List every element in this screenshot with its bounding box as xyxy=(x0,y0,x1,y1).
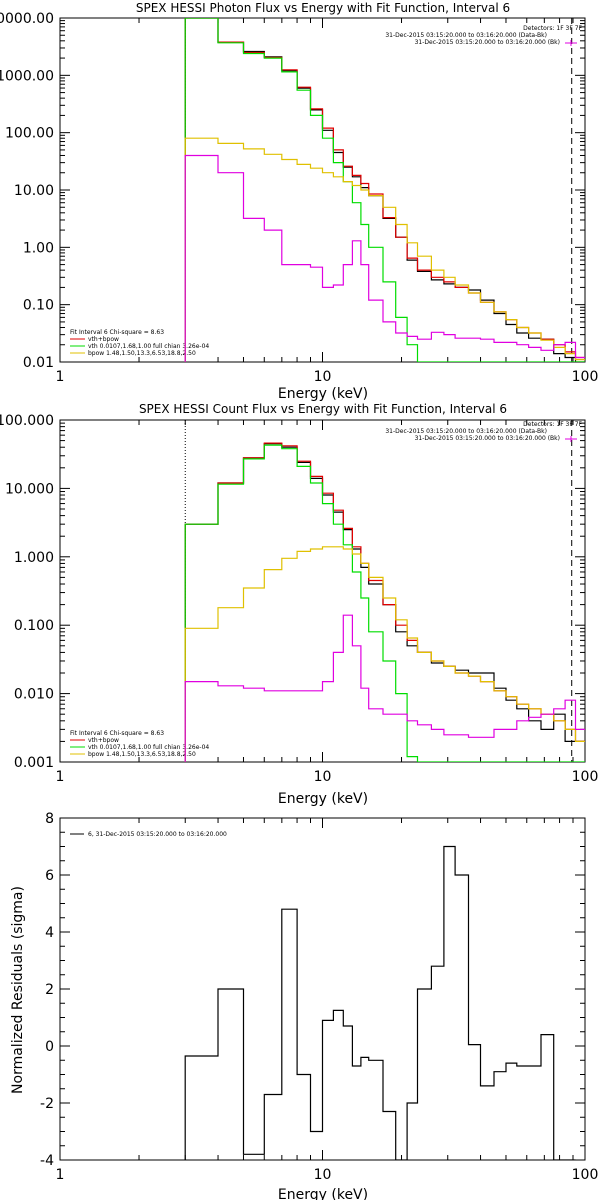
count-flux-title: SPEX HESSI Count Flux vs Energy with Fit… xyxy=(139,402,507,416)
y-tick-label: 100.000 xyxy=(0,413,54,429)
x-tick-label: 100 xyxy=(572,369,599,385)
y-tick-label: -2 xyxy=(40,1096,54,1112)
y-tick-label: 0.010 xyxy=(14,687,54,703)
y-tick-label: 1000.00 xyxy=(0,68,54,84)
y-tick-label: 100.00 xyxy=(5,126,54,142)
y-tick-label: 1.000 xyxy=(14,550,54,566)
x-tick-label: 10 xyxy=(314,369,332,385)
count-flux-panel: SPEX HESSI Count Flux vs Energy with Fit… xyxy=(0,402,598,807)
series-vth-bpow xyxy=(184,18,585,362)
y-tick-label: 0 xyxy=(45,1039,54,1055)
residuals-xlabel: Energy (keV) xyxy=(278,1187,368,1200)
y-tick-label: 0.001 xyxy=(14,755,54,771)
series-bk xyxy=(184,154,585,362)
photon-info-bk: 31-Dec-2015 03:15:20.000 to 03:16:20.000… xyxy=(415,39,560,46)
y-tick-label: 8 xyxy=(45,811,54,827)
plot-frame xyxy=(59,17,586,363)
y-tick-label: 0.10 xyxy=(23,298,54,314)
count-flux-xlabel: Energy (keV) xyxy=(278,791,368,807)
photon-flux-title: SPEX HESSI Photon Flux vs Energy with Fi… xyxy=(136,1,510,15)
plot-frame xyxy=(59,419,586,763)
y-tick-label: -4 xyxy=(40,1153,54,1169)
series-bpow xyxy=(184,546,585,762)
x-tick-label: 1 xyxy=(56,769,65,785)
series-group xyxy=(184,18,585,362)
photon-legend-vth-bpow: vth+bpow xyxy=(88,336,119,343)
photon-info-detectors: Detectors: 1F 3F 7F xyxy=(523,25,582,32)
y-tick-label: 4 xyxy=(45,925,54,941)
count-legend-fit: Fit Interval 6 Chi-square = 8.63 xyxy=(70,730,164,737)
photon-legend-vth: vth 0.0107,1.68,1.00 full chian 3.26e-04 xyxy=(88,343,209,350)
y-tick-label: 1.00 xyxy=(23,240,54,256)
photon-flux-panel: SPEX HESSI Photon Flux vs Energy with Fi… xyxy=(0,1,598,402)
series-6 xyxy=(184,845,576,1160)
x-tick-label: 100 xyxy=(572,1167,599,1183)
residuals-ylabel: Normalized Residuals (sigma) xyxy=(10,886,26,1094)
photon-info-databk: 31-Dec-2015 03:15:20.000 to 03:16:20.000… xyxy=(385,32,547,39)
photon-flux-xlabel: Energy (keV) xyxy=(278,386,368,402)
x-tick-label: 10 xyxy=(314,1167,332,1183)
series-data-bk xyxy=(184,18,585,362)
x-tick-label: 1 xyxy=(56,1167,65,1183)
x-tick-label: 10 xyxy=(314,769,332,785)
y-tick-label: 10.000 xyxy=(5,481,54,497)
count-info-bk: 31-Dec-2015 03:15:20.000 to 03:16:20.000… xyxy=(415,435,560,442)
count-info-detectors: Detectors: 1F 3F 7F xyxy=(523,421,582,428)
x-tick-label: 100 xyxy=(572,769,599,785)
count-legend-vth-bpow: vth+bpow xyxy=(88,737,119,744)
series-vth xyxy=(184,444,585,762)
count-legend-vth: vth 0.0107,1.68,1.00 full chian 3.26e-04 xyxy=(88,744,209,751)
count-legend-bpow: bpow 1.48,1.50,13.3,6.53,18.8,2.50 xyxy=(88,751,196,758)
series-bpow xyxy=(184,137,585,362)
y-tick-label: 0.01 xyxy=(23,355,54,371)
series-group xyxy=(184,442,585,762)
y-tick-label: 0.100 xyxy=(14,618,54,634)
x-tick-label: 1 xyxy=(56,369,65,385)
residuals-panel: Energy (keV) Normalized Residuals (sigma… xyxy=(10,811,598,1200)
series-vth xyxy=(184,18,585,362)
photon-legend-bpow: bpow 1.48,1.50,13.3,6.53,18.8,2.50 xyxy=(88,350,196,357)
residuals-legend: 6, 31-Dec-2015 03:15:20.000 to 03:16:20.… xyxy=(88,831,227,838)
y-tick-label: 2 xyxy=(45,982,54,998)
series-bk xyxy=(184,614,585,762)
series-group xyxy=(184,845,576,1160)
count-info-databk: 31-Dec-2015 03:15:20.000 to 03:16:20.000… xyxy=(385,428,547,435)
y-tick-label: 10.00 xyxy=(14,183,54,199)
y-tick-label: 6 xyxy=(45,868,54,884)
photon-legend-fit: Fit Interval 6 Chi-square = 8.63 xyxy=(70,329,164,336)
